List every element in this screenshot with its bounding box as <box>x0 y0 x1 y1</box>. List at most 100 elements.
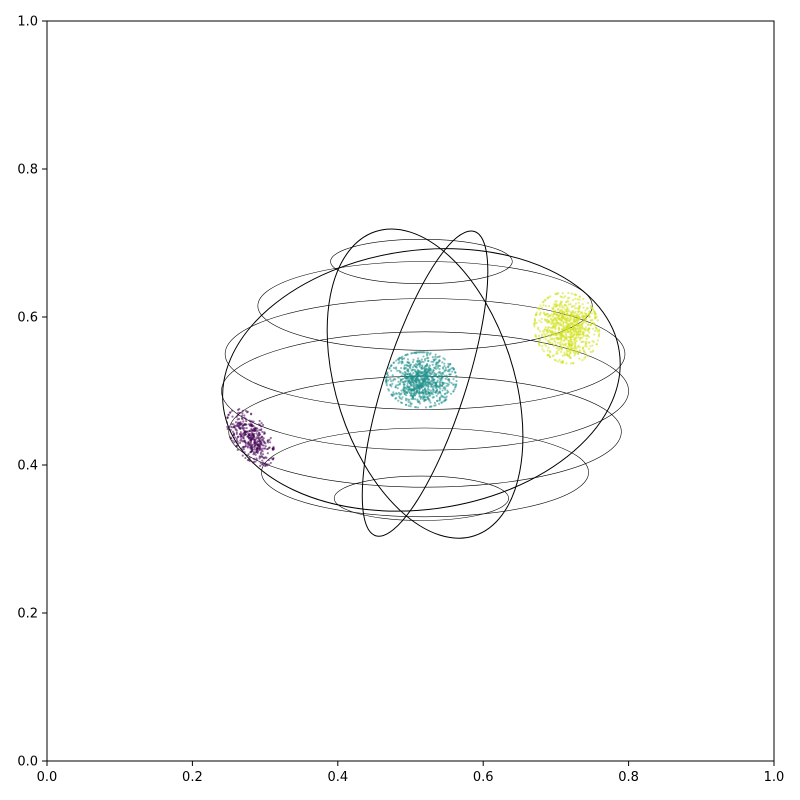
scatter-point <box>584 352 587 355</box>
scatter-point <box>258 433 261 436</box>
scatter-point <box>395 384 398 387</box>
scatter-point <box>566 325 569 329</box>
scatter-point <box>256 443 259 447</box>
scatter-point <box>581 331 584 334</box>
scatter-point <box>410 393 413 397</box>
scatter-point <box>390 364 393 367</box>
scatter-point <box>259 455 262 459</box>
scatter-point <box>559 335 562 338</box>
scatter-point <box>556 341 560 344</box>
scatter-point <box>554 312 557 315</box>
scatter-point <box>578 357 581 360</box>
scatter-point <box>591 350 594 353</box>
scatter-point <box>538 319 541 322</box>
scatter-point <box>578 323 581 327</box>
scatter-point <box>570 292 573 295</box>
scatter-point <box>412 385 415 388</box>
x-tick-label: 0.8 <box>618 770 639 785</box>
scatter-point <box>440 401 443 404</box>
scatter-point <box>243 423 246 426</box>
latitude-circle <box>257 261 593 351</box>
scatter-point <box>567 339 570 343</box>
scatter-point <box>559 341 562 344</box>
scatter-point <box>567 342 571 345</box>
scatter-point <box>407 379 410 382</box>
scatter-point <box>240 437 243 441</box>
scatter-point <box>588 315 591 318</box>
scatter-point <box>551 307 555 310</box>
scatter-point <box>428 374 431 377</box>
scatter-point <box>243 432 246 436</box>
scatter-point <box>416 368 419 372</box>
scatter-point <box>443 362 446 365</box>
x-tick-label: 0.2 <box>182 770 203 785</box>
scatter-point <box>253 439 256 442</box>
scatter-point <box>245 419 248 423</box>
scatter-point <box>246 435 250 438</box>
scatter-point <box>410 369 413 372</box>
scatter-point <box>542 332 546 335</box>
scatter-point <box>418 383 421 386</box>
scatter-point <box>428 380 431 383</box>
scatter-point <box>558 342 561 346</box>
scatter-point <box>395 392 398 395</box>
scatter-point <box>235 445 238 448</box>
scatter-point <box>541 334 544 338</box>
scatter-point <box>439 375 443 378</box>
scatter-point <box>409 405 412 408</box>
scatter-point <box>566 330 569 333</box>
scatter-point <box>260 422 263 425</box>
latitude-circle <box>224 298 626 410</box>
scatter-point <box>574 297 577 300</box>
scatter-point <box>434 391 438 394</box>
scatter-point <box>575 350 578 353</box>
scatter-point <box>577 310 580 314</box>
scatter-point <box>565 338 568 341</box>
scatter-point <box>408 398 411 402</box>
scatter-point <box>563 328 567 331</box>
scatter-point <box>402 381 405 384</box>
scatter-point <box>259 461 262 464</box>
scatter-point <box>428 353 431 356</box>
scatter-point <box>567 303 570 306</box>
scatter-point <box>555 334 558 337</box>
scatter-point <box>569 303 572 306</box>
scatter-point <box>565 336 568 339</box>
scatter-point <box>391 374 394 377</box>
scatter-point <box>455 374 458 378</box>
x-tick-label: 0.0 <box>37 770 58 785</box>
scatter-point <box>418 390 421 394</box>
scatter-point <box>245 423 248 426</box>
scatter-point <box>410 352 413 355</box>
scatter-point <box>455 383 458 386</box>
scatter-point <box>431 356 434 359</box>
scatter-point <box>404 354 407 357</box>
scatter-point <box>404 399 408 402</box>
scatter-point <box>561 292 564 295</box>
scatter-point <box>385 384 388 387</box>
scatter-point <box>258 428 261 432</box>
scatter-point <box>546 332 549 335</box>
scatter-point <box>572 311 575 314</box>
scatter-point <box>416 360 419 364</box>
scatter-point <box>573 323 576 326</box>
scatter-point <box>573 338 576 341</box>
scatter-point <box>259 442 262 445</box>
scatter-point <box>442 396 446 399</box>
scatter-point <box>262 456 265 459</box>
scatter-point <box>401 372 404 375</box>
scatter-point <box>242 447 245 451</box>
scatter-point <box>427 388 431 391</box>
scatter-point <box>578 295 581 298</box>
scatter-point <box>242 420 245 423</box>
scatter-point <box>533 319 537 322</box>
scatter-point <box>560 295 563 299</box>
scatter-point <box>576 312 579 316</box>
scatter-point <box>437 371 440 374</box>
scatter-point <box>533 325 536 328</box>
scatter-point <box>413 383 416 386</box>
scatter-point <box>259 429 263 432</box>
scatter-point <box>584 309 587 312</box>
scatter-point <box>559 331 563 334</box>
cluster-1 <box>225 408 276 468</box>
